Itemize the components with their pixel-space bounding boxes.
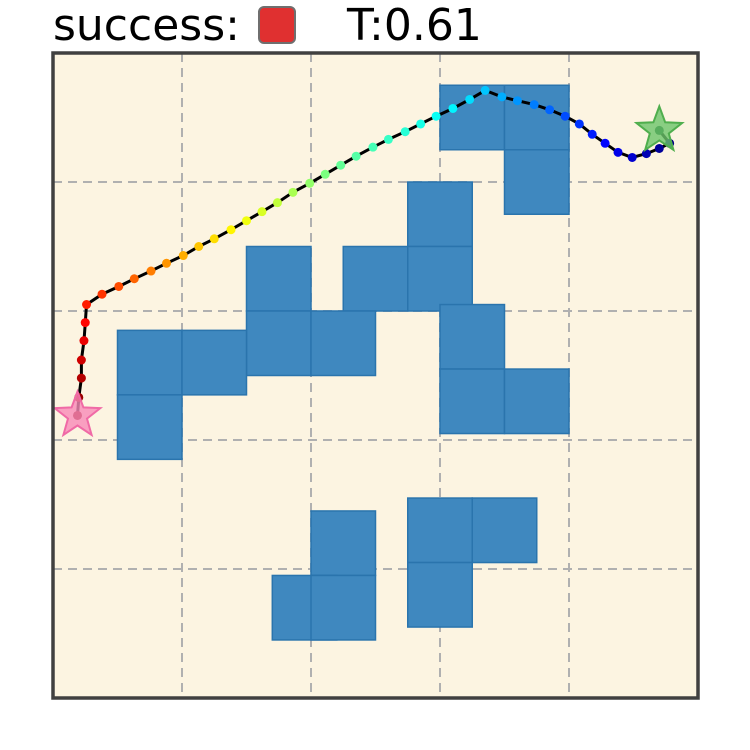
obstacle-block — [310, 310, 377, 377]
trajectory-point — [76, 355, 86, 365]
trajectory-point — [272, 198, 282, 208]
trajectory-point — [336, 160, 346, 170]
trajectory-point — [545, 105, 555, 115]
trajectory-point — [383, 134, 393, 144]
obstacle-block — [310, 510, 377, 577]
trajectory-point — [465, 94, 475, 104]
trajectory — [73, 85, 675, 420]
obstacles — [116, 84, 570, 641]
header: success: T:0.61 — [0, 0, 750, 52]
trajectory-point — [79, 336, 89, 346]
plot-frame — [51, 51, 700, 700]
obstacle-block — [471, 497, 538, 564]
start-star-icon — [51, 388, 104, 438]
obstacle-block — [407, 181, 473, 248]
time-label: T:0.61 — [347, 0, 482, 51]
trajectory-point — [497, 92, 507, 102]
trajectory-point — [654, 143, 664, 153]
obstacle-block — [439, 303, 506, 370]
trajectory-point — [194, 242, 204, 251]
trajectory-point — [529, 100, 539, 110]
trajectory-point — [82, 300, 92, 310]
obstacle-block — [342, 245, 409, 312]
obstacle-block — [503, 149, 570, 215]
trajectory-line — [76, 88, 672, 416]
trajectory-point — [257, 207, 267, 217]
trajectory-point — [76, 373, 86, 383]
trajectory-point — [587, 129, 597, 139]
trajectory-point — [209, 234, 219, 244]
trajectory-point — [368, 142, 378, 152]
obstacle-block — [407, 497, 473, 564]
obstacle-block — [245, 310, 312, 377]
trajectory-point — [431, 111, 441, 121]
trajectory-point — [305, 178, 315, 188]
trajectory-point — [80, 318, 90, 328]
trajectory-point — [613, 147, 623, 157]
obstacle-block — [245, 245, 312, 312]
trajectory-point — [288, 187, 298, 197]
trajectory-point — [97, 289, 107, 299]
trajectory-point — [448, 103, 458, 113]
obstacle-block — [116, 329, 183, 396]
trajectory-point — [129, 274, 139, 284]
obstacle-block — [181, 329, 248, 396]
trajectory-point — [627, 152, 637, 162]
obstacle-block — [503, 84, 570, 151]
obstacle-block — [310, 574, 377, 641]
trajectory-point — [480, 85, 490, 95]
trajectory-point — [226, 225, 236, 235]
obstacle-block — [407, 561, 473, 628]
trajectory-point — [146, 266, 156, 276]
trajectory-point — [560, 111, 570, 121]
trajectory-point — [416, 119, 426, 129]
trajectory-point — [641, 149, 651, 159]
trajectory-point — [242, 216, 251, 226]
trajectory-point — [600, 138, 610, 148]
obstacle-block — [439, 368, 506, 435]
trajectory-point — [162, 258, 172, 268]
trajectory-point — [400, 127, 410, 137]
trajectory-point — [320, 169, 330, 179]
trajectory-point — [114, 281, 124, 291]
trajectory-point — [512, 96, 522, 106]
goal-star-icon — [633, 103, 685, 153]
obstacle-block — [407, 245, 473, 312]
obstacle-block — [116, 394, 183, 461]
obstacle-block — [503, 368, 570, 435]
trajectory-point — [178, 251, 188, 261]
markers — [51, 103, 685, 438]
success-status-indicator — [258, 6, 296, 44]
success-label: success: — [53, 0, 240, 51]
trajectory-point — [351, 151, 361, 161]
trajectory-point — [574, 119, 584, 129]
